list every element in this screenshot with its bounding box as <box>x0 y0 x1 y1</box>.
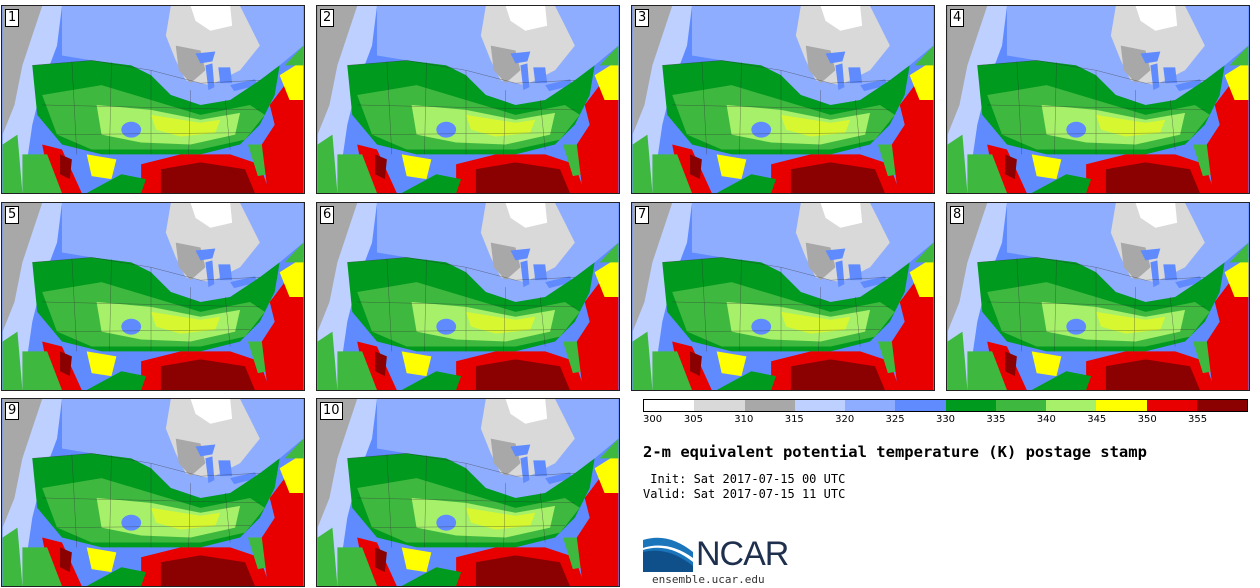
colorbar-tick-label: 335 <box>986 414 1006 425</box>
plot-title: 2-m equivalent potential temperature (K)… <box>643 443 1147 461</box>
colorbar-segment <box>895 400 946 411</box>
colorbar-tick-label: 330 <box>935 414 956 425</box>
member-number: 8 <box>950 206 965 224</box>
ensemble-member-panel-6: 6 <box>316 202 620 391</box>
member-map <box>632 6 934 193</box>
member-map <box>317 399 619 586</box>
member-map <box>947 6 1249 193</box>
member-map <box>947 203 1249 390</box>
member-number: 6 <box>320 206 335 224</box>
ncar-logo-text: NCAR <box>696 535 789 573</box>
colorbar-tick-label: 310 <box>734 414 754 425</box>
colorbar-segment <box>744 400 795 411</box>
ensemble-member-panel-5: 5 <box>1 202 305 391</box>
colorbar-segment <box>644 400 695 411</box>
init-time: Init: Sat 2017-07-15 00 UTC <box>643 472 846 486</box>
ensemble-member-panel-3: 3 <box>631 5 935 194</box>
ensemble-member-panel-2: 2 <box>316 5 620 194</box>
colorbar-ticks: 300 305 310 315 320 325 330 335 340 345 350 355 <box>643 414 1248 428</box>
colorbar-tick-label: 300 <box>643 414 663 425</box>
colorbar-segment <box>995 400 1046 411</box>
member-number: 5 <box>5 206 20 224</box>
colorbar-segment <box>1046 400 1097 411</box>
member-number: 7 <box>635 206 650 224</box>
colorbar <box>643 399 1248 412</box>
member-map <box>2 203 304 390</box>
colorbar-segment <box>794 400 845 411</box>
ensemble-member-panel-9: 9 <box>1 398 305 587</box>
ncar-logo-icon <box>643 537 693 572</box>
colorbar-segment <box>1196 400 1247 411</box>
valid-time: Valid: Sat 2017-07-15 11 UTC <box>643 487 846 501</box>
member-number: 1 <box>5 9 20 27</box>
member-map <box>317 6 619 193</box>
member-number: 3 <box>635 9 650 27</box>
colorbar-tick-label: 355 <box>1188 414 1208 425</box>
colorbar-tick-label: 340 <box>1036 414 1056 425</box>
ensemble-member-panel-1: 1 <box>1 5 305 194</box>
member-map <box>632 203 934 390</box>
ensemble-member-panel-7: 7 <box>631 202 935 391</box>
member-number: 9 <box>5 402 20 420</box>
member-number: 4 <box>950 9 965 27</box>
colorbar-segment <box>845 400 896 411</box>
member-map <box>2 6 304 193</box>
colorbar-tick-label: 305 <box>683 414 703 425</box>
member-map <box>317 203 619 390</box>
colorbar-tick-label: 325 <box>885 414 905 425</box>
member-number: 10 <box>320 402 343 420</box>
member-map <box>2 399 304 586</box>
colorbar-tick-label: 345 <box>1087 414 1107 425</box>
ensemble-member-panel-8: 8 <box>946 202 1250 391</box>
colorbar-tick-label: 350 <box>1137 414 1157 425</box>
colorbar-segment <box>694 400 745 411</box>
colorbar-segment <box>945 400 996 411</box>
member-number: 2 <box>320 9 335 27</box>
colorbar-tick-label: 320 <box>835 414 855 425</box>
ensemble-member-panel-4: 4 <box>946 5 1250 194</box>
colorbar-tick-label: 315 <box>784 414 804 425</box>
ensemble-member-panel-10: 10 <box>316 398 620 587</box>
colorbar-segment <box>1146 400 1197 411</box>
ensemble-url[interactable]: ensemble.ucar.edu <box>652 573 765 586</box>
colorbar-segment <box>1096 400 1147 411</box>
